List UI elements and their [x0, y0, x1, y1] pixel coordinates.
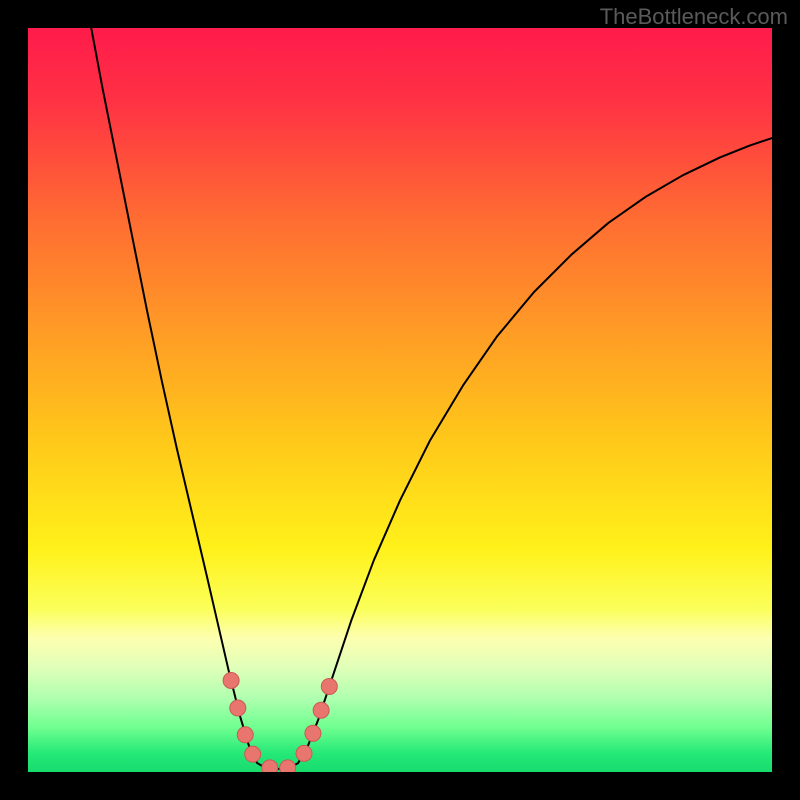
plot-svg — [28, 28, 772, 772]
curve-marker — [321, 678, 337, 694]
curve-marker — [296, 745, 312, 761]
curve-marker — [223, 672, 239, 688]
curve-marker — [280, 760, 296, 772]
curve-marker — [262, 760, 278, 772]
curve-marker — [237, 727, 253, 743]
curve-marker — [313, 702, 329, 718]
watermark-text: TheBottleneck.com — [600, 4, 788, 30]
curve-marker — [245, 746, 261, 762]
plot-area — [28, 28, 772, 772]
chart-container: TheBottleneck.com — [0, 0, 800, 800]
curve-marker — [230, 700, 246, 716]
gradient-background — [28, 28, 772, 772]
curve-marker — [305, 725, 321, 741]
